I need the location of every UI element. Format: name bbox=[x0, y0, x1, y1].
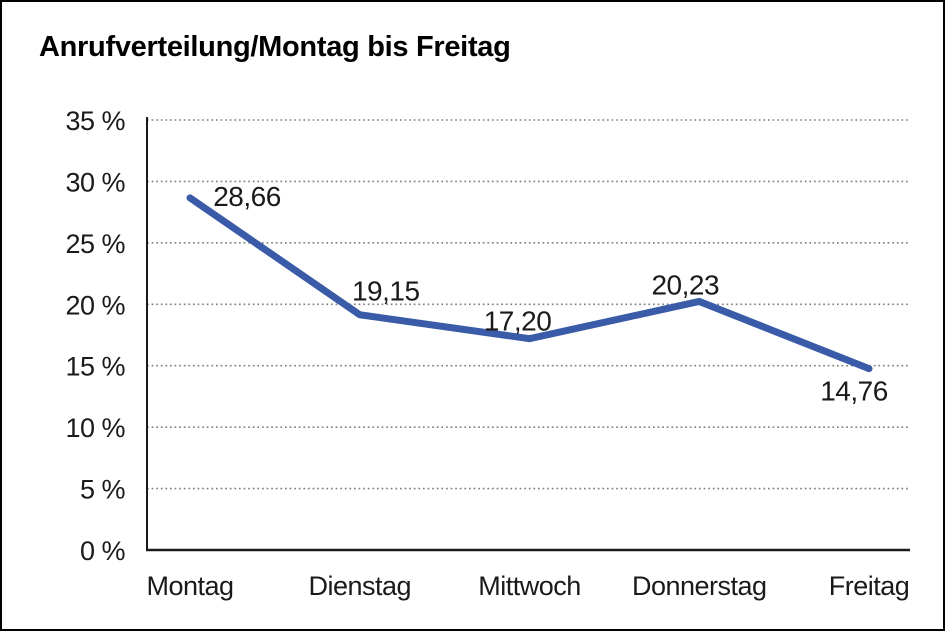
y-axis-tick-label: 5 % bbox=[80, 475, 126, 505]
data-value-label: 19,15 bbox=[352, 276, 420, 307]
x-axis-category-label: Freitag bbox=[829, 571, 910, 601]
y-axis-tick-label: 0 % bbox=[80, 536, 126, 566]
x-axis-category-label: Montag bbox=[146, 571, 233, 601]
y-axis-tick-label: 25 % bbox=[65, 229, 125, 259]
data-value-label: 17,20 bbox=[484, 306, 552, 337]
y-axis-tick-label: 35 % bbox=[65, 106, 125, 136]
y-axis-tick-label: 20 % bbox=[65, 290, 125, 320]
data-value-label: 28,66 bbox=[213, 181, 281, 212]
y-axis-tick-label: 30 % bbox=[65, 167, 125, 197]
x-axis-category-label: Dienstag bbox=[308, 571, 411, 601]
x-axis-category-label: Donnerstag bbox=[632, 571, 767, 601]
x-axis-category-label: Mittwoch bbox=[478, 571, 581, 601]
y-axis-tick-label: 15 % bbox=[65, 352, 125, 382]
data-value-label: 14,76 bbox=[820, 376, 888, 407]
data-value-label: 20,23 bbox=[651, 269, 719, 300]
chart-title: Anrufverteilung/Montag bis Freitag bbox=[39, 31, 511, 63]
data-series-line bbox=[186, 194, 873, 373]
y-axis-tick-label: 10 % bbox=[65, 413, 125, 443]
